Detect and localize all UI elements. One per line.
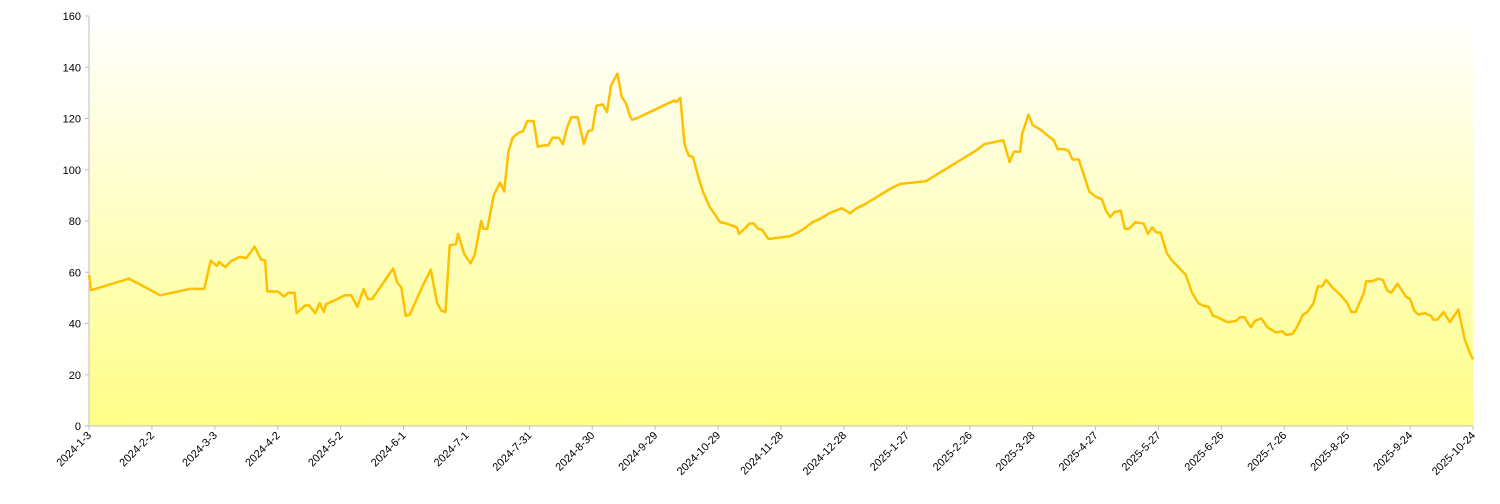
x-tick-label: 2024-2-2 — [117, 430, 157, 470]
x-tick-label: 2025-9-24 — [1371, 430, 1415, 474]
x-tick-label: 2024-6-1 — [369, 430, 409, 470]
y-tick-label: 100 — [63, 165, 81, 177]
x-tick-label: 2024-1-3 — [54, 430, 94, 470]
y-tick-label: 60 — [69, 267, 81, 279]
x-tick-label: 2024-4-2 — [243, 430, 283, 470]
x-tick-label: 2025-5-27 — [1120, 430, 1164, 474]
x-tick-label: 2024-11-28 — [738, 430, 786, 478]
x-tick-label: 2024-5-2 — [306, 430, 346, 470]
x-tick-label: 2024-7-1 — [432, 430, 472, 470]
y-tick-label: 80 — [69, 216, 81, 228]
x-tick-label: 2025-10-24 — [1430, 430, 1478, 478]
x-tick-label: 2025-7-26 — [1245, 430, 1289, 474]
series-line — [87, 72, 1475, 360]
y-tick-label: 20 — [69, 370, 81, 382]
y-tick-label: 120 — [63, 114, 81, 126]
y-tick-label: 40 — [69, 319, 81, 331]
x-tick-label: 2025-3-28 — [994, 430, 1038, 474]
y-tick-label: 160 — [63, 11, 81, 23]
x-tick-label: 2024-7-31 — [491, 430, 535, 474]
x-tick-label: 2024-8-30 — [553, 430, 597, 474]
x-tick-label: 2024-3-3 — [180, 430, 220, 470]
y-tick-label: 0 — [75, 421, 81, 433]
x-tick-label: 2025-2-26 — [931, 430, 975, 474]
x-tick-label: 2024-12-28 — [801, 430, 849, 478]
x-tick-label: 2024-10-29 — [675, 430, 723, 478]
x-tick-label: 2025-6-26 — [1183, 430, 1227, 474]
x-tick-label: 2025-8-25 — [1308, 430, 1352, 474]
x-tick-label: 2025-1-27 — [868, 430, 912, 474]
x-tick-label: 2024-9-29 — [616, 430, 660, 474]
y-tick-label: 140 — [63, 62, 81, 74]
plot-area — [89, 16, 1473, 426]
x-tick-label: 2025-4-27 — [1057, 430, 1101, 474]
